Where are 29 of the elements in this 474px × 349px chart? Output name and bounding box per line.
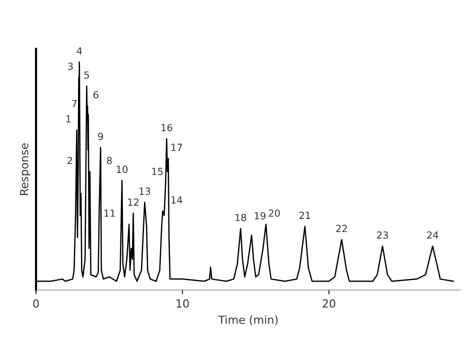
annotation: 7 (72, 100, 77, 108)
annotation: 1 (66, 115, 71, 122)
x-tick-label: 0 (33, 299, 39, 308)
annotation: 20 (268, 209, 280, 217)
annotation: 22 (336, 224, 347, 232)
annotation: 10 (116, 166, 128, 173)
annotation: 16 (162, 124, 172, 132)
annotation: 18 (235, 214, 246, 222)
annotation: 24 (427, 231, 438, 239)
annotation: 23 (377, 231, 388, 239)
x-axis-title: Time (min) (218, 315, 278, 326)
annotation: 21 (299, 212, 310, 219)
annotation: 4 (76, 47, 82, 54)
annotation: 2 (67, 156, 72, 164)
annotation: 8 (106, 156, 112, 164)
annotation: 15 (152, 168, 163, 176)
annotation: 5 (84, 71, 89, 79)
annotation: 9 (98, 132, 104, 140)
annotation: 19 (254, 212, 266, 220)
x-tick-label: 10 (176, 299, 189, 308)
annotation: 11 (104, 210, 115, 217)
annotation: 3 (68, 62, 73, 70)
y-axis-title: Response (20, 143, 30, 196)
annotation: 17 (171, 144, 182, 151)
annotation: 12 (128, 198, 138, 206)
annotation: 14 (171, 196, 182, 204)
x-tick-label: 20 (322, 299, 336, 308)
annotation: 6 (93, 91, 98, 98)
annotation: 13 (140, 188, 150, 195)
